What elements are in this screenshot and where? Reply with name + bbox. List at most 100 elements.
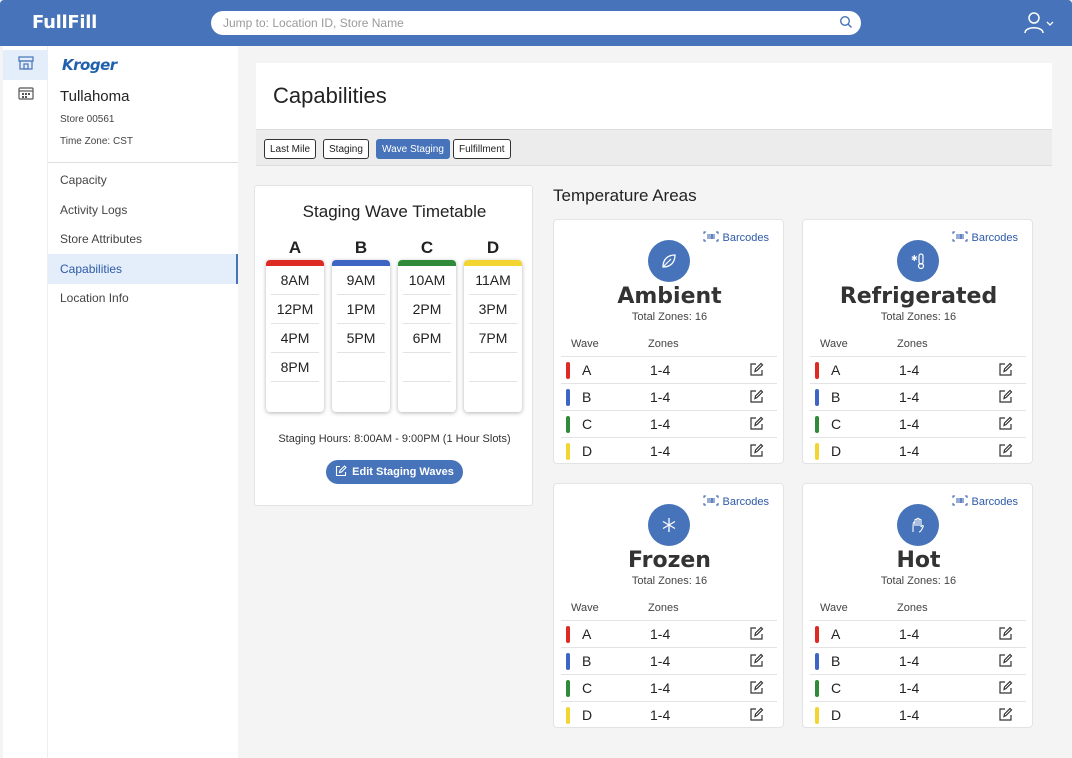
app-brand[interactable]: FullFill [32,12,97,33]
wave-color-bar [815,626,819,643]
edit-icon[interactable] [749,653,764,673]
zone-row: B 1-4 [810,647,1026,674]
search-bar[interactable] [211,11,861,35]
wave-time: 11AM [469,266,517,295]
nav-item-activity-logs[interactable]: Activity Logs [60,203,128,217]
zone-row: A 1-4 [561,620,777,647]
store-sidebar: Kroger Tullahoma Store 00561 Time Zone: … [48,46,238,758]
zone-row: C 1-4 [561,410,777,437]
wave-color-bar [815,653,819,670]
wave-time-empty [469,353,517,382]
wave-column-d: D 11AM 3PM 7PM [464,238,522,412]
wave-color-bar [464,260,522,266]
area-total-zones: Total Zones: 16 [631,575,708,587]
zone-wave: B [831,653,841,669]
barcodes-link[interactable]: Barcodes [952,231,1018,245]
wave-letter: C [420,238,434,257]
tab-staging[interactable]: Staging [323,139,369,159]
edit-icon[interactable] [998,443,1013,463]
nav-item-location-info[interactable]: Location Info [60,291,129,305]
edit-icon[interactable] [998,653,1013,673]
barcode-icon [703,495,719,509]
left-rail [3,46,48,758]
nav-item-capabilities[interactable]: Capabilities [48,254,238,284]
zone-wave: D [582,707,593,723]
kroger-logo: Kroger [62,56,117,74]
search-input[interactable] [223,14,823,32]
svg-text:✱: ✱ [911,254,918,263]
edit-icon[interactable] [749,443,764,463]
wave-time: 4PM [271,324,319,353]
edit-icon[interactable] [749,707,764,727]
rail-store-button[interactable] [3,50,48,80]
temperature-areas-title: Temperature Areas [553,186,697,205]
zone-range: 1-4 [650,626,671,642]
user-icon[interactable] [1024,12,1060,38]
zone-range: 1-4 [650,653,671,669]
zone-row: D 1-4 [561,701,777,728]
edit-icon[interactable] [749,626,764,646]
wave-time-empty [403,353,451,382]
wave-column-a: A 8AM 12PM 4PM 8PM [266,238,324,412]
wave-time: 2PM [403,295,451,324]
timetable-title: Staging Wave Timetable [302,202,487,221]
wave-time: 9AM [337,266,385,295]
zone-row: D 1-4 [561,437,777,464]
edit-icon[interactable] [998,626,1013,646]
zone-wave: B [582,389,592,405]
edit-icon[interactable] [749,362,764,382]
wave-color-bar [398,260,456,266]
user-menu[interactable] [1024,12,1060,34]
page-title: Capabilities [273,83,387,108]
zone-wave: D [831,707,842,723]
zone-row: A 1-4 [810,620,1026,647]
staging-wave-timetable: Staging Wave Timetable A 8AM 12PM 4PM 8P… [254,185,533,506]
edit-icon[interactable] [998,680,1013,700]
edit-icon[interactable] [749,389,764,409]
thermometer-icon: ✱ [897,240,939,282]
rail-calendar-button[interactable] [3,80,48,110]
wave-time: 8AM [271,266,319,295]
leaf-icon [648,240,690,282]
wave-color-bar [566,653,570,670]
barcodes-link[interactable]: Barcodes [952,495,1018,509]
store-name: Tullahoma [60,88,130,105]
area-name: Ambient [617,284,722,309]
nav-item-capacity[interactable]: Capacity [60,173,107,187]
tab-last-mile[interactable]: Last Mile [264,139,317,159]
zone-wave: C [831,680,842,696]
zone-wave: A [831,362,841,378]
wave-time: 10AM [403,266,451,295]
wave-color-bar [815,443,819,460]
calendar-icon [17,86,34,105]
area-card-frozen: Barcodes Frozen Total Zones: 16 Wave Zon… [553,483,784,728]
zone-row: A 1-4 [810,356,1026,383]
search-icon[interactable] [839,15,853,34]
wave-column-header: Wave [571,602,599,614]
store-icon [17,55,34,75]
zone-range: 1-4 [899,443,920,459]
barcodes-link[interactable]: Barcodes [703,231,769,245]
wave-color-bar [815,389,819,406]
page-header: Capabilities [256,63,1052,129]
zone-wave: C [831,416,842,432]
edit-icon[interactable] [998,707,1013,727]
zone-range: 1-4 [899,680,920,696]
edit-icon[interactable] [749,416,764,436]
wave-color-bar [566,680,570,697]
edit-icon[interactable] [998,362,1013,382]
edit-icon[interactable] [749,680,764,700]
zone-row: C 1-4 [561,674,777,701]
barcodes-link[interactable]: Barcodes [703,495,769,509]
zone-row: A 1-4 [561,356,777,383]
staging-hours: Staging Hours: 8:00AM - 9:00PM (1 Hour S… [278,433,511,445]
nav-item-store-attributes[interactable]: Store Attributes [60,232,143,246]
tab-wave-staging[interactable]: Wave Staging [376,139,450,159]
edit-staging-waves-button[interactable]: Edit Staging Waves [326,460,463,484]
edit-icon[interactable] [998,389,1013,409]
tab-fulfillment[interactable]: Fulfillment [453,139,511,159]
wave-time: 8PM [271,353,319,382]
edit-icon[interactable] [998,416,1013,436]
wave-time: 5PM [337,324,385,353]
zone-wave: C [582,680,593,696]
